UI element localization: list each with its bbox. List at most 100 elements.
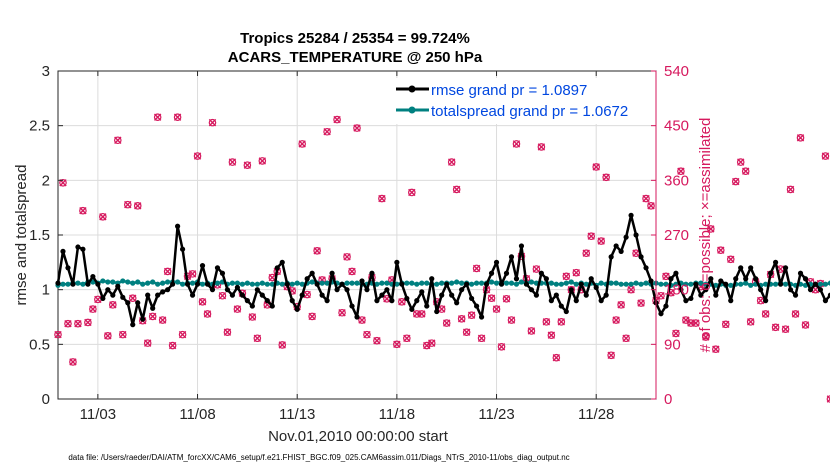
point-rmse bbox=[130, 322, 136, 328]
obs-assimilated-marker-b bbox=[562, 272, 570, 280]
obs-marker bbox=[557, 318, 566, 326]
obs-marker bbox=[363, 330, 371, 339]
point-totalspread bbox=[140, 281, 146, 287]
point-rmse bbox=[469, 295, 475, 302]
point-rmse bbox=[179, 246, 186, 252]
point-totalspread bbox=[374, 281, 380, 287]
obs-assimilated-marker-b bbox=[582, 249, 590, 257]
point-rmse bbox=[763, 298, 769, 304]
point-totalspread bbox=[409, 280, 415, 286]
obs-assimilated-marker-b bbox=[512, 140, 521, 148]
obs-marker bbox=[248, 313, 257, 321]
point-totalspread bbox=[439, 280, 445, 286]
obs-assimilated-marker-b bbox=[228, 158, 237, 166]
obs-possible-marker bbox=[84, 318, 92, 327]
obs-possible-marker bbox=[562, 272, 571, 281]
point-rmse bbox=[464, 281, 470, 287]
point-totalspread bbox=[773, 281, 779, 287]
obs-assimilated-marker-b bbox=[203, 310, 212, 318]
point-rmse bbox=[738, 265, 744, 271]
obs-assimilated-marker-b bbox=[657, 292, 665, 300]
obs-possible-marker bbox=[662, 272, 670, 281]
point-rmse bbox=[663, 303, 669, 309]
obs-assimilated-marker-b bbox=[403, 334, 411, 342]
point-totalspread bbox=[244, 280, 250, 286]
point-rmse bbox=[503, 270, 510, 276]
obs-possible-marker bbox=[248, 313, 257, 321]
obs-possible-marker bbox=[786, 185, 795, 194]
obs-marker bbox=[104, 332, 112, 340]
obs-assimilated-marker-b bbox=[642, 194, 650, 203]
obs-assimilated-marker-b bbox=[168, 341, 177, 350]
obs-assimilated-marker-b bbox=[627, 285, 635, 294]
point-totalspread bbox=[155, 281, 161, 287]
obs-possible-marker bbox=[447, 158, 456, 166]
obs-assimilated-marker-b bbox=[472, 264, 481, 273]
obs-possible-marker bbox=[711, 345, 720, 353]
obs-marker bbox=[617, 301, 625, 309]
point-rmse bbox=[175, 223, 181, 229]
obs-assimilated-marker-b bbox=[253, 334, 262, 342]
obs-marker bbox=[447, 158, 456, 166]
legend-box bbox=[393, 78, 647, 124]
y-tick-label-right: 0 bbox=[664, 391, 672, 408]
point-totalspread bbox=[583, 281, 589, 287]
obs-marker bbox=[602, 173, 610, 182]
obs-marker bbox=[74, 319, 82, 328]
obs-assimilated-marker-b bbox=[612, 316, 620, 324]
obs-marker bbox=[562, 272, 571, 281]
point-totalspread bbox=[279, 281, 285, 287]
point-totalspread bbox=[419, 280, 425, 286]
obs-marker bbox=[313, 246, 321, 255]
point-rmse bbox=[269, 303, 275, 309]
legend: rmse grand pr = 1.0897 totalspread grand… bbox=[393, 78, 647, 124]
obs-assimilated-marker-b bbox=[248, 313, 257, 321]
point-rmse bbox=[199, 263, 206, 269]
obs-assimilated-marker-b bbox=[408, 188, 416, 197]
obs-marker bbox=[308, 312, 316, 321]
obs-possible-marker bbox=[148, 312, 157, 321]
point-rmse bbox=[528, 287, 535, 293]
point-rmse bbox=[643, 265, 649, 271]
obs-assimilated-marker-b bbox=[537, 143, 546, 151]
point-rmse bbox=[658, 311, 664, 317]
point-rmse bbox=[454, 300, 460, 306]
obs-marker bbox=[69, 358, 77, 366]
obs-possible-marker bbox=[597, 237, 605, 245]
obs-possible-marker bbox=[542, 318, 551, 326]
obs-assimilated-marker-b bbox=[134, 202, 142, 210]
chart-title-line1: Tropics 25284 / 25354 = 99.724% bbox=[240, 30, 470, 47]
obs-possible-marker bbox=[771, 323, 780, 332]
point-rmse bbox=[374, 298, 380, 304]
obs-assimilated-marker-b bbox=[722, 320, 730, 328]
obs-possible-marker bbox=[781, 325, 790, 333]
obs-assimilated-marker-b bbox=[64, 319, 72, 328]
point-rmse bbox=[219, 270, 226, 276]
point-rmse bbox=[698, 292, 704, 298]
obs-assimilated-marker-b bbox=[826, 398, 830, 403]
point-rmse bbox=[100, 295, 106, 302]
obs-assimilated-marker-b bbox=[378, 194, 386, 203]
point-rmse bbox=[693, 281, 699, 287]
point-totalspread bbox=[817, 281, 824, 287]
point-rmse bbox=[558, 303, 564, 309]
obs-possible-marker bbox=[552, 353, 561, 362]
point-totalspread bbox=[150, 279, 156, 285]
point-rmse bbox=[673, 270, 679, 276]
point-totalspread bbox=[269, 281, 275, 287]
obs-possible-marker bbox=[163, 267, 172, 276]
obs-possible-marker bbox=[89, 305, 97, 313]
obs-marker bbox=[188, 270, 197, 278]
point-rmse bbox=[439, 292, 445, 298]
point-rmse bbox=[389, 298, 395, 304]
obs-marker bbox=[477, 334, 486, 343]
point-rmse bbox=[364, 287, 370, 293]
series-lines bbox=[55, 212, 830, 328]
obs-assimilated-marker-b bbox=[742, 167, 750, 175]
point-rmse bbox=[324, 298, 330, 304]
obs-marker bbox=[99, 212, 107, 221]
obs-possible-marker bbox=[353, 124, 361, 132]
obs-marker bbox=[123, 200, 132, 209]
point-rmse bbox=[493, 259, 500, 265]
